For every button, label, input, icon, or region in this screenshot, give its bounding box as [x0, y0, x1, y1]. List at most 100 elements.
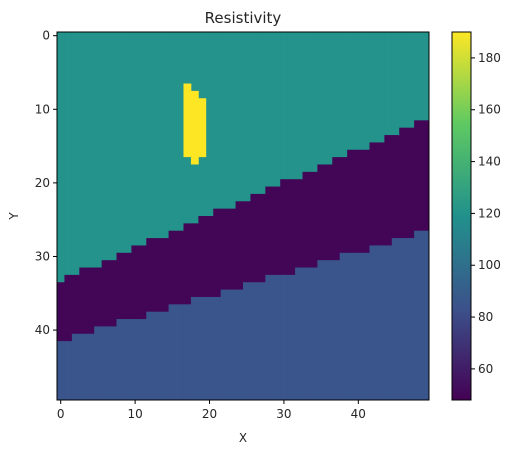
middle-layer-column: [406, 127, 415, 239]
lower-layer-column: [384, 245, 393, 400]
lower-layer-column: [287, 274, 296, 400]
lower-layer-column: [414, 230, 422, 400]
upper-layer-column: [64, 32, 73, 276]
upper-layer-column: [57, 32, 65, 283]
lower-layer-column: [295, 267, 303, 400]
lower-layer-column: [190, 296, 199, 400]
lower-layer-column: [228, 289, 236, 400]
middle-layer-column: [123, 252, 132, 320]
middle-layer-column: [421, 120, 429, 232]
upper-layer-column: [295, 32, 303, 180]
x-tick-label: 0: [57, 407, 65, 421]
upper-layer-column: [324, 32, 333, 165]
lower-layer-column: [146, 311, 155, 400]
upper-layer-column: [138, 32, 147, 246]
upper-layer-column: [71, 32, 80, 276]
middle-layer-column: [391, 135, 400, 239]
middle-layer-column: [190, 223, 199, 298]
middle-layer-column: [362, 149, 370, 254]
lower-layer-column: [183, 304, 192, 400]
lower-layer-column: [406, 238, 415, 400]
colorbar-tick-label: 160: [478, 103, 501, 117]
lower-layer-column: [86, 333, 95, 400]
middle-layer-column: [287, 179, 296, 276]
upper-layer-column: [94, 32, 103, 268]
upper-layer-column: [391, 32, 400, 136]
lower-layer-column: [161, 311, 169, 400]
upper-layer-column: [265, 32, 274, 187]
lower-layer-column: [399, 238, 408, 400]
lower-layer-column: [131, 319, 140, 400]
colorbar-tick-label: 100: [478, 258, 501, 272]
upper-layer-column: [250, 32, 259, 195]
middle-layer-column: [183, 223, 192, 305]
middle-layer-column: [86, 267, 95, 335]
middle-layer-column: [146, 238, 155, 313]
lower-layer-column: [243, 282, 251, 400]
upper-layer-column: [347, 32, 355, 151]
lower-layer-column: [257, 282, 266, 400]
middle-layer-column: [153, 238, 162, 313]
upper-layer-column: [176, 32, 184, 232]
x-axis-label: X: [239, 431, 247, 445]
colorbar: [451, 31, 472, 401]
upper-layer-column: [280, 32, 289, 180]
x-tick-label: 30: [276, 407, 291, 421]
middle-layer-column: [109, 260, 117, 327]
middle-layer-column: [101, 260, 110, 327]
x-axis-ticks: 0 10 20 30 40: [57, 400, 366, 421]
middle-layer-column: [369, 142, 378, 246]
upper-layer-column: [376, 32, 385, 143]
middle-layer-column: [332, 157, 341, 261]
upper-layer-column: [116, 32, 125, 254]
middle-layer-column: [250, 193, 259, 283]
middle-layer-column: [213, 208, 222, 298]
upper-layer-column: [205, 32, 214, 217]
middle-layer-column: [94, 267, 103, 327]
middle-layer-column: [243, 201, 251, 283]
upper-layer-column: [109, 32, 117, 261]
upper-layer-column: [153, 32, 162, 239]
lower-layer-column: [272, 274, 281, 400]
y-axis-label: Y: [7, 212, 21, 221]
upper-layer-column: [399, 32, 408, 129]
upper-layer-column: [161, 32, 169, 239]
lower-layer-column: [250, 282, 259, 400]
middle-layer-column: [198, 216, 207, 298]
middle-layer-column: [339, 157, 348, 254]
middle-layer-column: [138, 245, 147, 320]
upper-layer-column: [309, 32, 318, 173]
upper-layer-column: [168, 32, 177, 232]
y-tick-label: 10: [35, 102, 50, 116]
upper-layer-column: [287, 32, 296, 180]
lower-layer-column: [391, 238, 400, 400]
upper-layer-column: [243, 32, 251, 202]
upper-layer-column: [369, 32, 378, 143]
lower-layer-column: [339, 252, 348, 400]
middle-layer-column: [280, 179, 289, 276]
middle-layer-column: [57, 282, 65, 342]
lower-layer-column: [116, 319, 125, 400]
lower-layer-column: [362, 252, 370, 400]
middle-layer-column: [228, 208, 236, 290]
lower-layer-column: [354, 252, 363, 400]
anomaly-column: [183, 83, 192, 158]
middle-layer-column: [235, 201, 244, 290]
middle-layer-column: [376, 142, 385, 246]
upper-layer-column: [272, 32, 281, 187]
lower-layer-column: [109, 326, 117, 400]
middle-layer-column: [257, 193, 266, 283]
upper-layer-column: [257, 32, 266, 195]
y-tick-label: 0: [42, 29, 50, 43]
lower-layer-column: [71, 333, 80, 400]
lower-layer-column: [309, 267, 318, 400]
upper-layer-column: [228, 32, 236, 210]
lower-layer-column: [138, 319, 147, 400]
lower-layer-column: [213, 296, 222, 400]
middle-layer-column: [116, 252, 125, 320]
lower-layer-column: [369, 245, 378, 400]
upper-layer-column: [235, 32, 244, 202]
upper-layer-column: [146, 32, 155, 239]
lower-layer-column: [79, 333, 88, 400]
plot-frame: [56, 31, 430, 401]
